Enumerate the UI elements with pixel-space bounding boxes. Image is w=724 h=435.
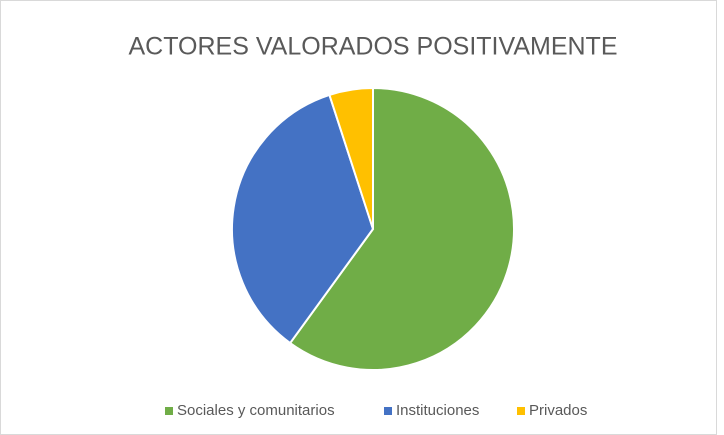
legend-label: Sociales y comunitarios [177, 402, 335, 419]
legend-marker [165, 407, 173, 415]
legend-label: Instituciones [396, 402, 479, 419]
legend-label: Privados [529, 402, 587, 419]
pie-slice [288, 86, 515, 371]
pie-slice [231, 93, 375, 345]
legend-marker [384, 407, 392, 415]
pie-slice [328, 86, 374, 230]
chart-title: ACTORES VALORADOS POSITIVAMENTE [129, 33, 618, 61]
legend-marker [517, 407, 525, 415]
